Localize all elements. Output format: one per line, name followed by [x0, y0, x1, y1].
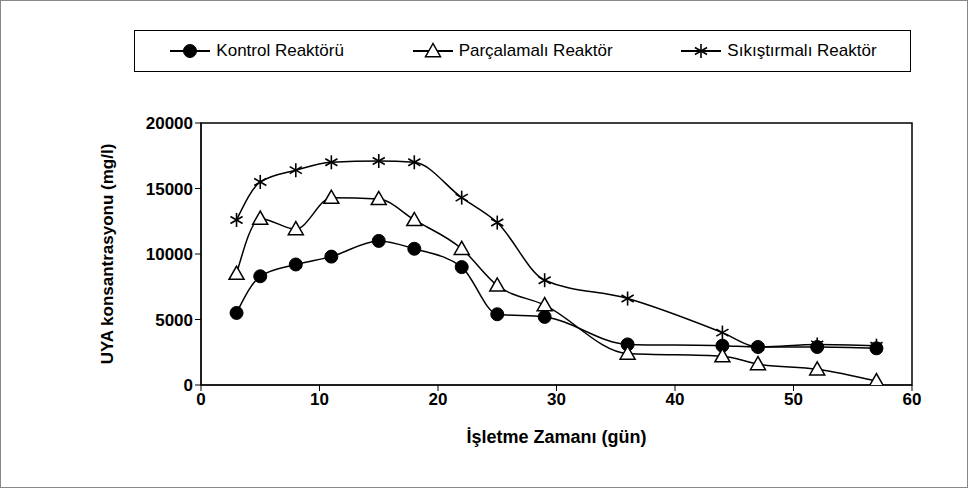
- svg-text:10: 10: [310, 390, 329, 409]
- svg-text:60: 60: [903, 390, 922, 409]
- html-text:Kontrol Reaktörü: Kontrol Reaktörü: [216, 41, 344, 60]
- svg-text:15000: 15000: [146, 180, 193, 199]
- svg-text:20000: 20000: [146, 114, 193, 133]
- svg-text:40: 40: [666, 390, 685, 409]
- html-text:Sıkıştırmalı Reaktör: Sıkıştırmalı Reaktör: [727, 41, 877, 60]
- svg-text:30: 30: [547, 390, 566, 409]
- svg-text:0: 0: [184, 376, 193, 395]
- svg-text:10000: 10000: [146, 245, 193, 264]
- html-text:Parçalamalı Reaktör: Parçalamalı Reaktör: [458, 41, 613, 60]
- svg-text:UYA konsantrasyonu (mg/l): UYA konsantrasyonu (mg/l): [98, 144, 117, 365]
- svg-text:20: 20: [429, 390, 448, 409]
- svg-text:0: 0: [196, 390, 205, 409]
- svg-text:İşletme Zamanı (gün): İşletme Zamanı (gün): [466, 427, 646, 447]
- svg-text:5000: 5000: [155, 311, 193, 330]
- svg-text:50: 50: [784, 390, 803, 409]
